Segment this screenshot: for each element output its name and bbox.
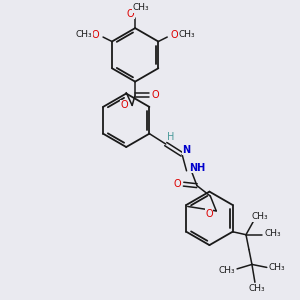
Text: H: H bbox=[167, 132, 175, 142]
Text: O: O bbox=[121, 100, 128, 110]
Text: CH₃: CH₃ bbox=[251, 212, 268, 221]
Text: O: O bbox=[151, 90, 159, 100]
Text: CH₃: CH₃ bbox=[218, 266, 235, 275]
Text: CH₃: CH₃ bbox=[75, 30, 92, 39]
Text: NH: NH bbox=[189, 163, 205, 173]
Text: N: N bbox=[182, 145, 190, 155]
Text: O: O bbox=[205, 209, 213, 219]
Text: CH₃: CH₃ bbox=[248, 284, 265, 293]
Text: CH₃: CH₃ bbox=[133, 3, 149, 12]
Text: O: O bbox=[173, 179, 181, 189]
Text: CH₃: CH₃ bbox=[269, 263, 286, 272]
Text: CH₃: CH₃ bbox=[264, 229, 281, 238]
Text: CH₃: CH₃ bbox=[178, 30, 195, 39]
Text: O: O bbox=[92, 30, 99, 40]
Text: O: O bbox=[171, 30, 178, 40]
Text: O: O bbox=[127, 9, 134, 19]
